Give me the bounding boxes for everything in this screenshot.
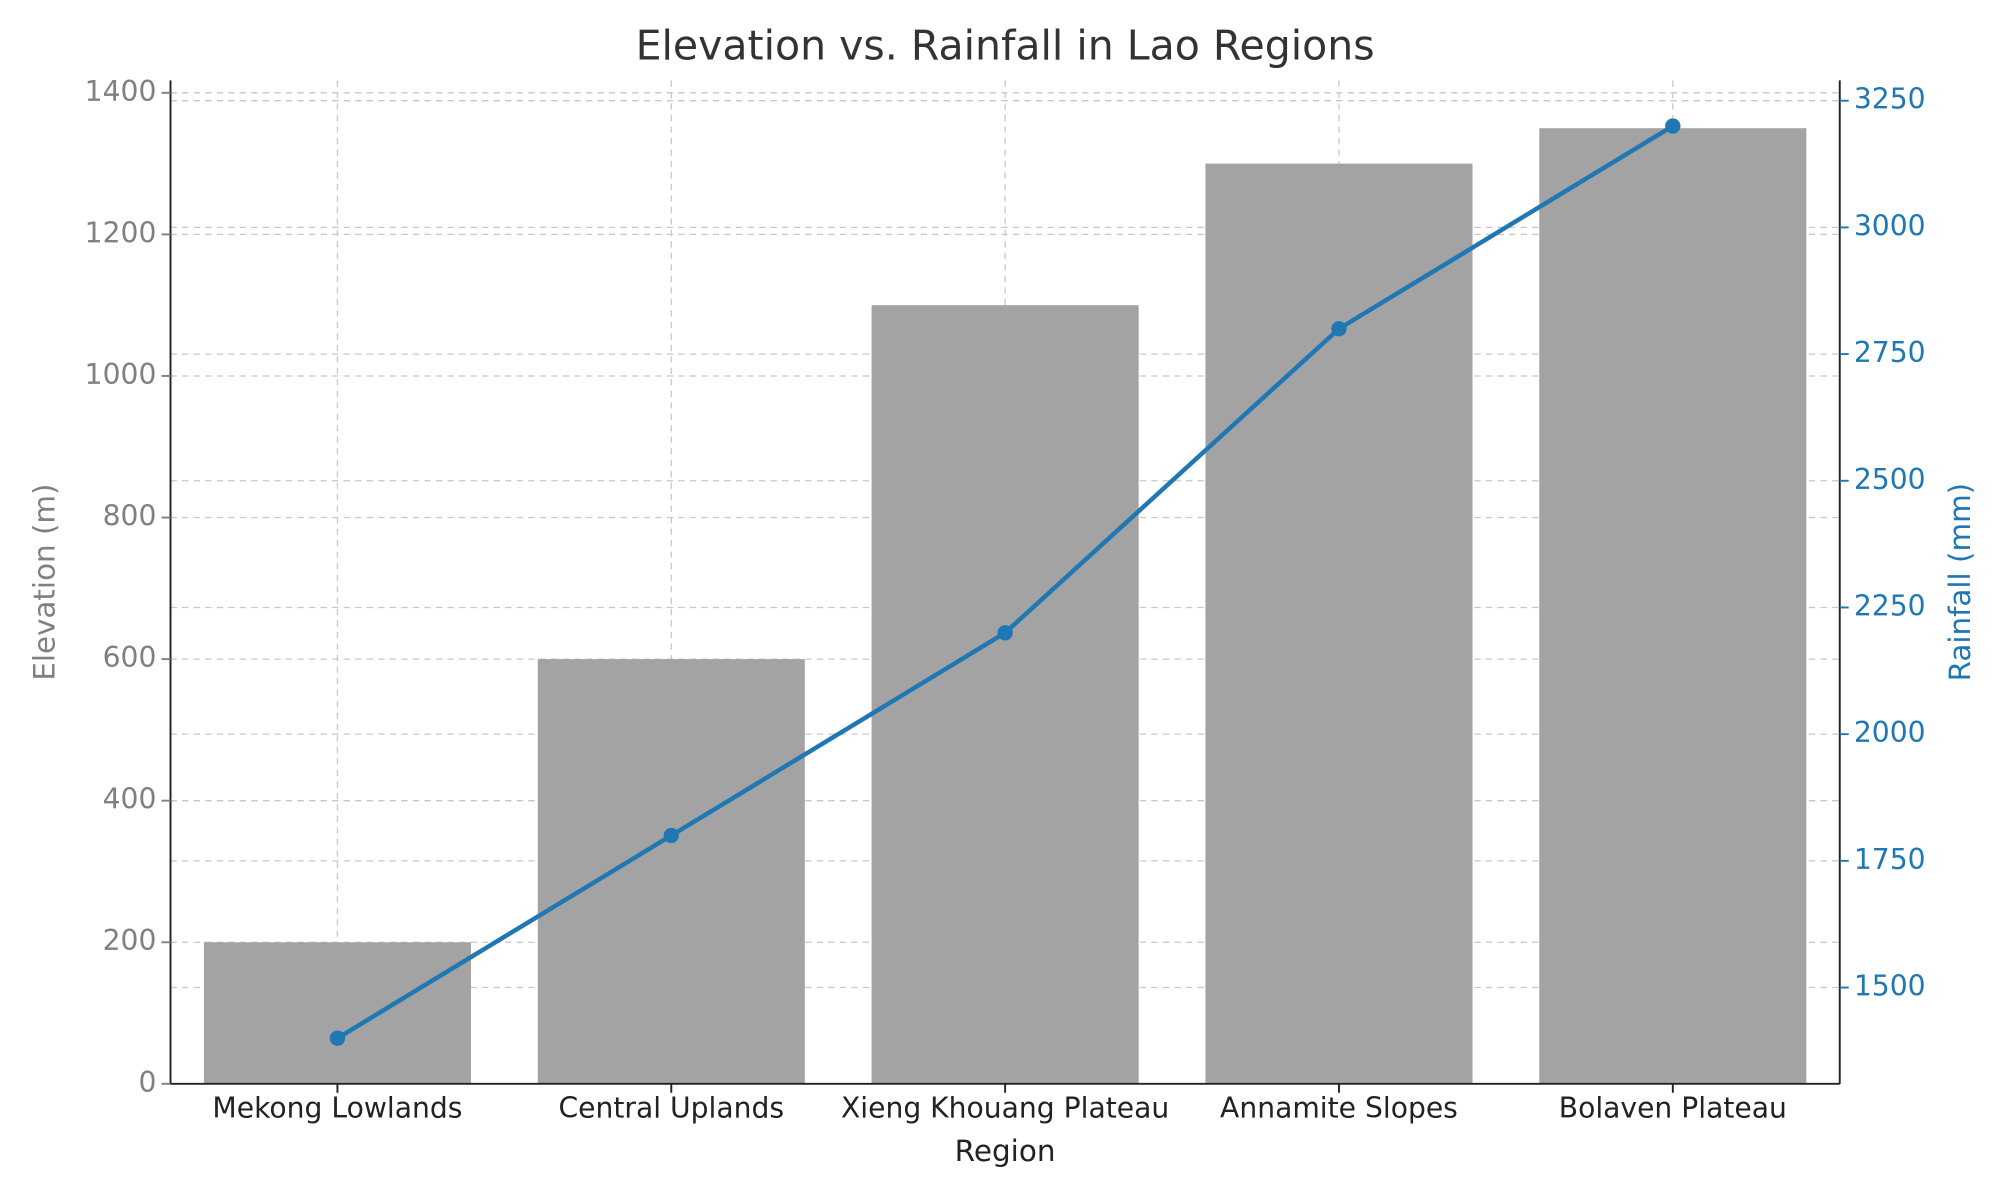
x-tick-label: Central Uplands	[558, 1091, 784, 1124]
y2-tick-label: 3250	[1854, 83, 1926, 116]
y2-tick-label: 2000	[1854, 716, 1926, 749]
bar	[871, 305, 1139, 1084]
x-axis-label: Region	[955, 1134, 1056, 1168]
y2-axis-label: Rainfall (mm)	[1943, 483, 1977, 681]
x-tick-label: Annamite Slopes	[1220, 1091, 1458, 1124]
y-tick-label: 1200	[85, 216, 157, 249]
y2-tick-label: 1750	[1854, 843, 1926, 876]
x-tick-label: Bolaven Plateau	[1559, 1091, 1787, 1124]
y-axis-label: Elevation (m)	[28, 484, 62, 681]
y2-tick-label: 2500	[1854, 463, 1926, 496]
point	[329, 1030, 346, 1046]
y-tick-label: 200	[103, 924, 157, 957]
y-tick-label: 400	[103, 783, 157, 816]
chart-title: Elevation vs. Rainfall in Lao Regions	[636, 22, 1375, 70]
point	[1331, 321, 1347, 337]
y2-tick-label: 1500	[1854, 970, 1926, 1003]
y-tick-label: 800	[103, 500, 157, 533]
x-tick-label: Mekong Lowlands	[212, 1091, 462, 1124]
bar	[537, 659, 805, 1084]
y-tick-label: 1000	[85, 358, 157, 391]
y-tick-label: 600	[103, 641, 157, 674]
y2-tick-label: 2750	[1854, 336, 1926, 369]
y2-tick-label: 3000	[1854, 209, 1926, 242]
y2-tick-label: 2250	[1854, 590, 1926, 623]
bar	[203, 942, 471, 1084]
bar	[1539, 128, 1807, 1084]
x-tick-label: Xieng Khouang Plateau	[841, 1091, 1169, 1124]
y-tick-label: 1400	[85, 75, 157, 108]
point	[663, 827, 679, 844]
bar	[1205, 163, 1473, 1084]
point	[997, 625, 1013, 641]
point	[1665, 118, 1681, 134]
y-tick-label: 0	[138, 1066, 156, 1099]
